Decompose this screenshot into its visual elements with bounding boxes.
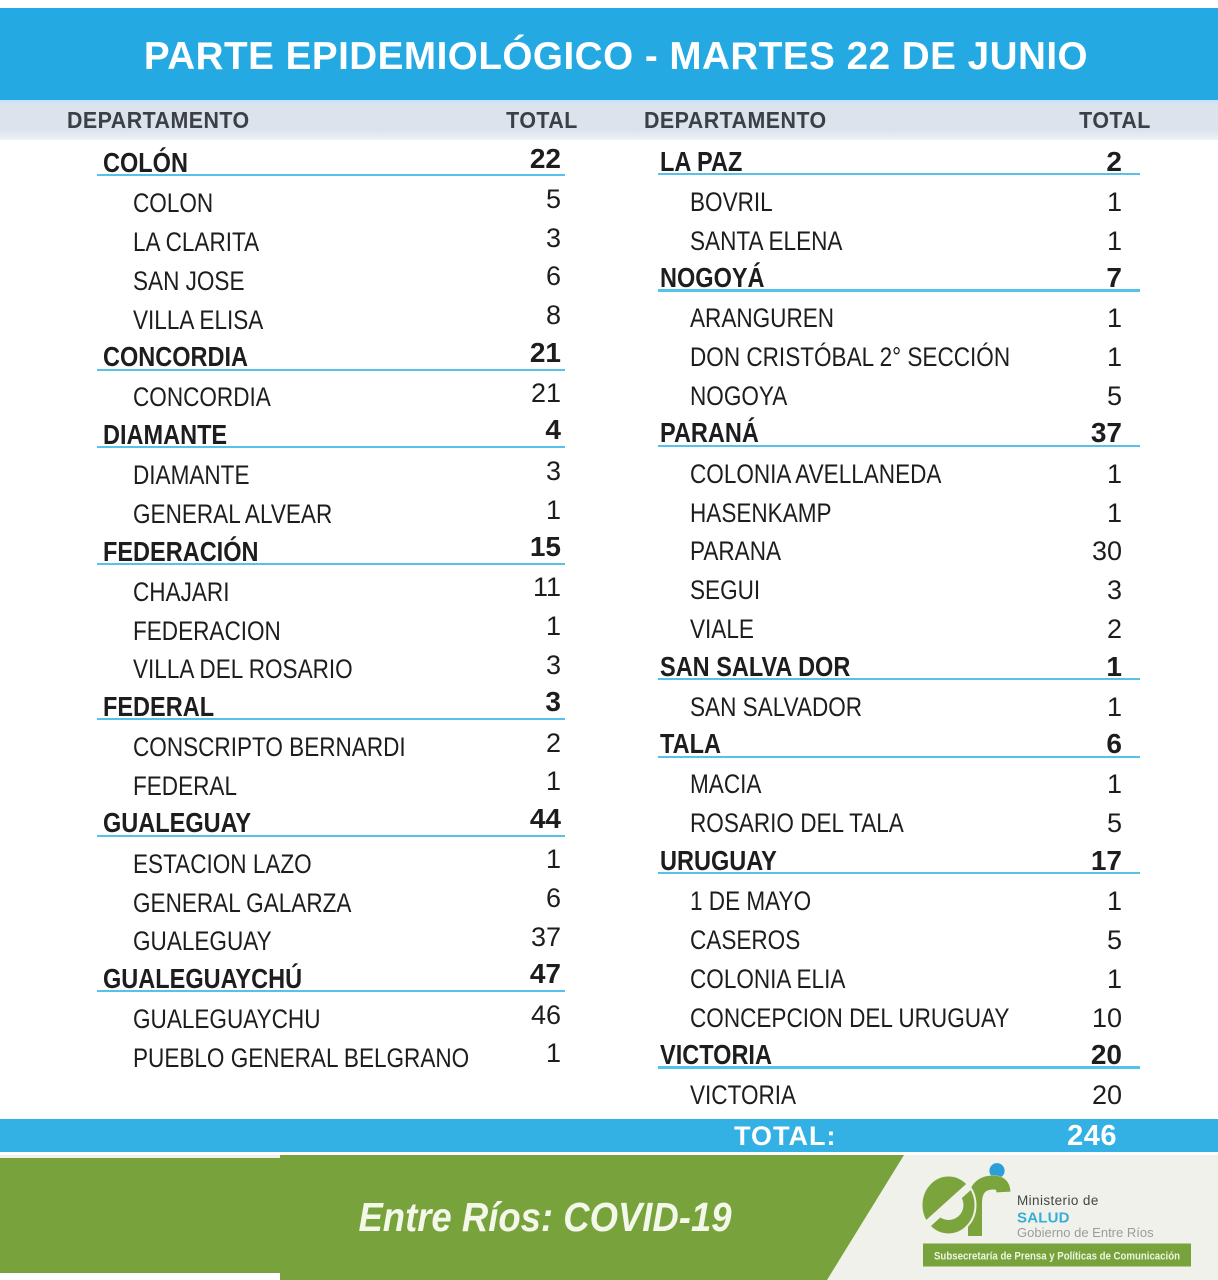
svg-text:Ministerio de: Ministerio de [1017,1193,1099,1208]
svg-text:Gobierno de Entre Ríos: Gobierno de Entre Ríos [1017,1225,1154,1240]
svg-text:Subsecretaría de Prensa y Polí: Subsecretaría de Prensa y Políticas de C… [934,1251,1180,1263]
svg-text:SALUD: SALUD [1017,1210,1070,1227]
